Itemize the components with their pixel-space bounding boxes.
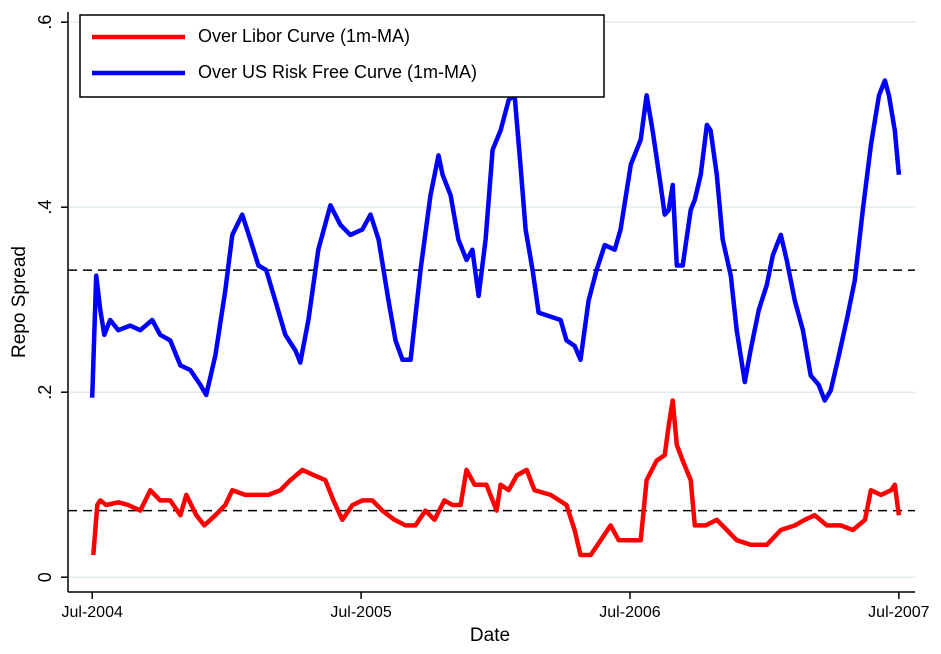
y-tick-label: .6: [35, 15, 55, 30]
y-axis-title: Repo Spread: [9, 246, 30, 358]
legend-box: [79, 14, 605, 98]
y-tick-label: 0: [35, 572, 55, 582]
x-tick-label: Jul-2005: [330, 604, 391, 621]
series-line: [91, 398, 902, 558]
x-tick-label: Jul-2006: [599, 604, 660, 621]
x-axis-title: Date: [470, 625, 510, 646]
legend-label: Over US Risk Free Curve (1m-MA): [198, 62, 477, 82]
legend: Over Libor Curve (1m-MA) Over US Risk Fre…: [79, 14, 605, 98]
x-tick-label: Jul-2004: [62, 604, 123, 621]
series-line: [89, 78, 902, 403]
x-tick-label: Jul-2007: [868, 604, 929, 621]
y-tick-label: .2: [35, 385, 55, 400]
y-tick-label: .4: [35, 200, 55, 215]
legend-label: Over Libor Curve (1m-MA): [198, 26, 410, 46]
